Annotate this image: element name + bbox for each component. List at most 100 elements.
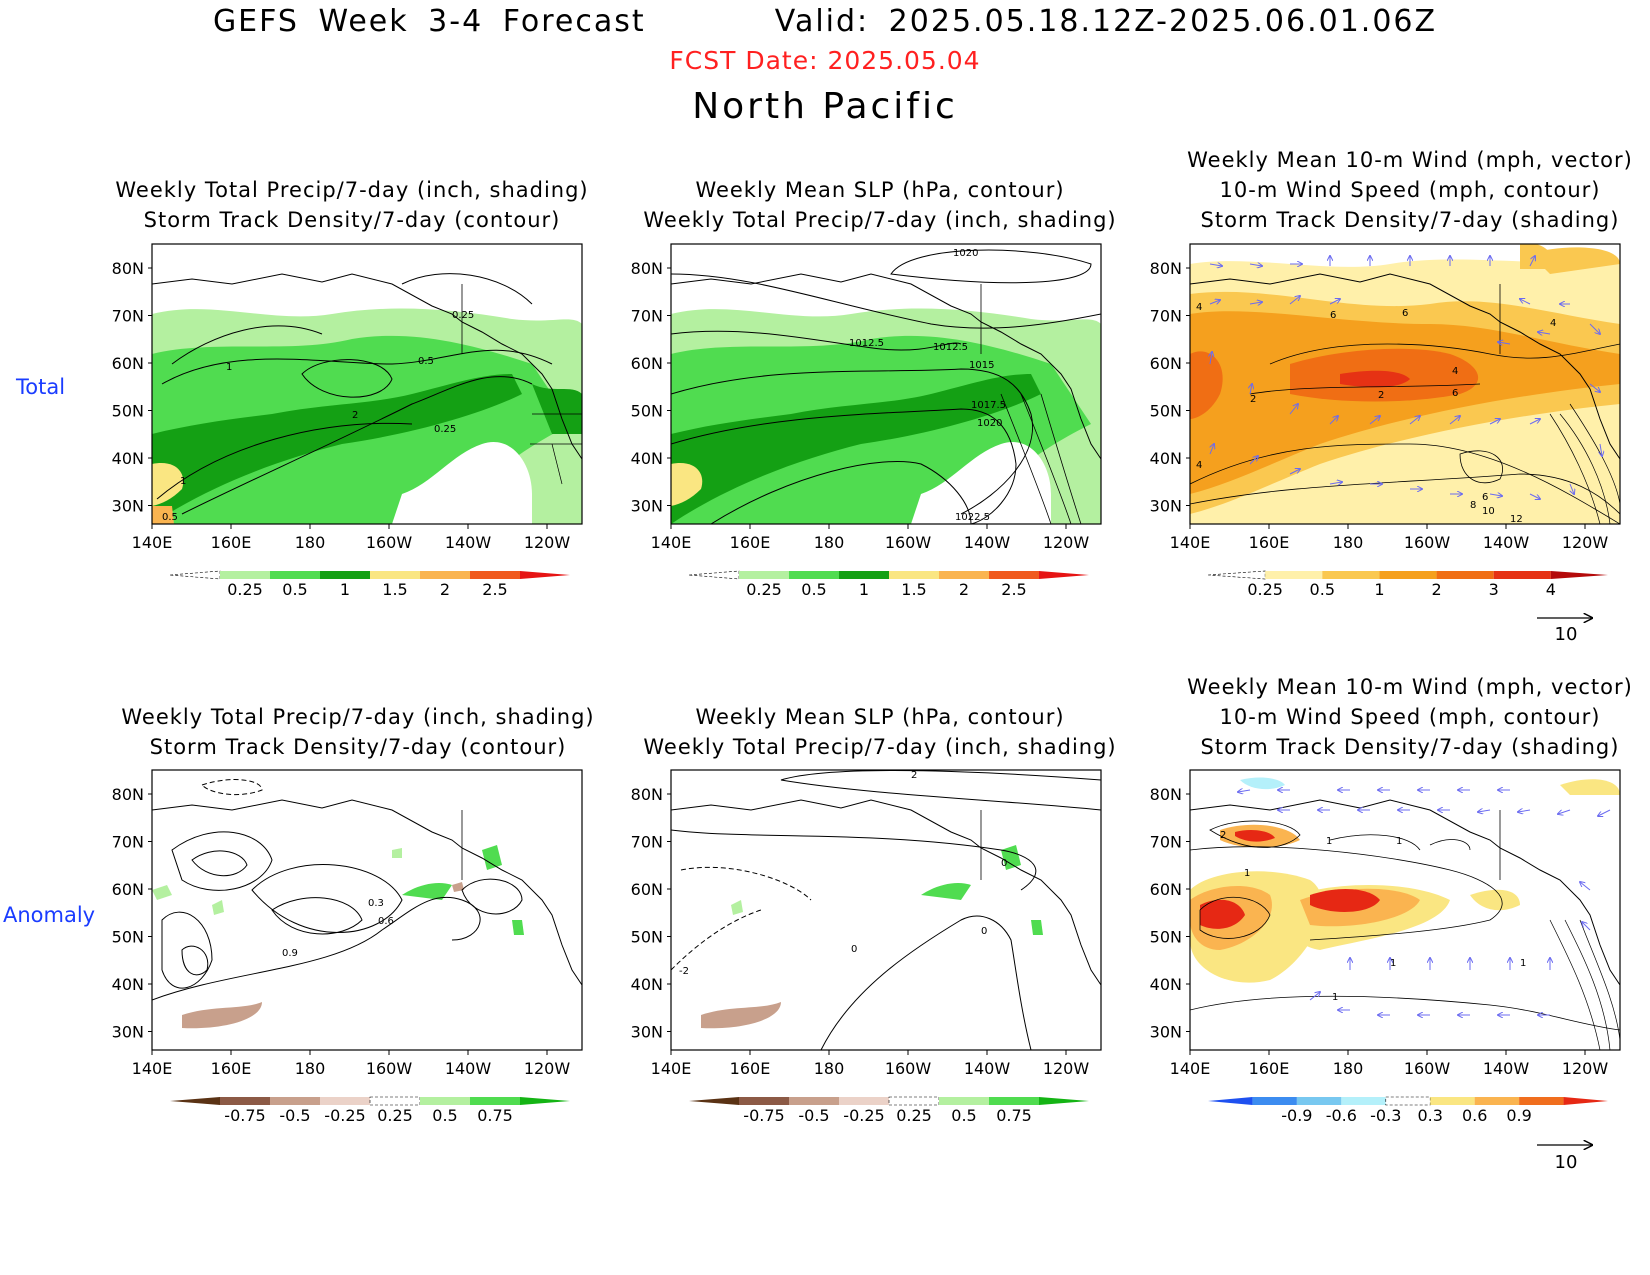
- lat-tick-label: 80N: [631, 785, 663, 804]
- colorbar-swatch: [1493, 571, 1551, 579]
- lat-tick-label: 80N: [112, 259, 144, 278]
- lat-tick-label: 30N: [631, 497, 663, 516]
- panel-title-wind-anom: Weekly Mean 10-m Wind (mph, vector) 10-m …: [1187, 675, 1633, 759]
- colorbar-swatch: [839, 1097, 889, 1105]
- colorbar-label: 2.5: [482, 580, 507, 599]
- colorbar-swatch: [220, 1097, 270, 1105]
- lon-tick-label: 140W: [964, 533, 1011, 552]
- map-panel-slp-total: 1020 1012.5 1012.5 1015 1017.5 1020 1022…: [670, 243, 1102, 525]
- colorbar-swatch: [939, 571, 989, 579]
- colorbar-label: 2.5: [1001, 580, 1026, 599]
- colorbar-swatch: [470, 571, 520, 579]
- colorbar-swatch: [369, 1096, 421, 1106]
- colorbar-label: 0.5: [801, 580, 826, 599]
- lon-tick-label: 180: [295, 533, 326, 552]
- lon-tick-label: 160W: [1404, 1059, 1451, 1078]
- wind-vectors: [1238, 790, 1611, 1015]
- colorbar-label: 0.5: [282, 580, 307, 599]
- colorbar-swatch: [1379, 571, 1437, 579]
- svg-text:2: 2: [352, 410, 358, 421]
- svg-text:1020: 1020: [977, 418, 1002, 429]
- svg-text:1012.5: 1012.5: [849, 338, 884, 349]
- lat-tick-label: 80N: [112, 785, 144, 804]
- lon-tick-label: 180: [1333, 533, 1364, 552]
- lon-tick-label: 140W: [445, 533, 492, 552]
- lon-tick-label: 120W: [524, 1059, 571, 1078]
- colorbar-label: 0.3: [1417, 1106, 1442, 1125]
- lon-tick-label: 140W: [1483, 1059, 1530, 1078]
- colorbar-swatch: [1265, 571, 1323, 579]
- colorbar-label: 0.6: [1462, 1106, 1487, 1125]
- svg-text:4: 4: [1196, 460, 1202, 471]
- lon-tick-label: 160W: [366, 1059, 413, 1078]
- colorbar-swatch: [1207, 570, 1266, 580]
- colorbar-label: 0.5: [432, 1106, 457, 1125]
- wind-reference-anomaly: 10: [1537, 1145, 1592, 1173]
- contour-labels: 4 6 6 4 2 2 4 6 4 6 8 10 12: [1196, 302, 1556, 524]
- svg-text:6: 6: [1330, 310, 1336, 321]
- map-panel-precip-anom: 0.3 0.6 0.9: [151, 769, 583, 1051]
- chart-title: GEFS Week 3-4 Forecast Valid: 2025.05.18…: [0, 4, 1650, 39]
- lon-tick-label: 160E: [730, 1059, 771, 1078]
- lat-tick-label: 70N: [1150, 833, 1182, 852]
- lat-tick-label: 70N: [631, 307, 663, 326]
- colorbar-swatch: [220, 571, 270, 579]
- lat-tick-label: 60N: [631, 880, 663, 899]
- colorbar-swatch: [370, 571, 420, 579]
- colorbar-swatch: [1341, 1097, 1386, 1105]
- svg-text:6: 6: [1452, 388, 1458, 399]
- svg-text:0.5: 0.5: [418, 356, 434, 367]
- svg-text:1: 1: [226, 362, 232, 373]
- svg-text:2: 2: [1220, 830, 1226, 841]
- svg-text:2: 2: [1250, 394, 1256, 405]
- wind-reference-value: 10: [1555, 624, 1578, 645]
- colorbar-label: -0.5: [279, 1106, 310, 1125]
- colorbars: 0.25 0.5 1 1.5 2 2.5 0.25 0.5 1 1.5 2 2.5 0.25 0.5 1 2 3…: [169, 570, 1608, 1125]
- colorbar-swatch: [470, 1097, 520, 1105]
- lon-tick-label: 160E: [211, 1059, 252, 1078]
- wind-reference-total: 10: [1537, 618, 1592, 645]
- lat-tick-label: 50N: [1150, 402, 1182, 421]
- svg-text:-2: -2: [679, 966, 689, 977]
- svg-text:4: 4: [1452, 366, 1458, 377]
- svg-text:1: 1: [1332, 992, 1338, 1003]
- contour-labels: 2 1 1 1 1 1 1: [1220, 830, 1526, 1003]
- lon-tick-label: 140W: [964, 1059, 1011, 1078]
- svg-text:4: 4: [1196, 302, 1202, 313]
- colorbar-swatch: [1296, 1097, 1342, 1105]
- svg-text:0: 0: [851, 944, 857, 955]
- colorbar-label: -0.25: [843, 1106, 884, 1125]
- lon-tick-label: 120W: [1562, 533, 1609, 552]
- lat-tick-label: 70N: [112, 307, 144, 326]
- svg-text:10: 10: [1482, 506, 1495, 517]
- colorbar-swatch: [939, 1097, 989, 1105]
- lon-tick-label: 160W: [366, 533, 413, 552]
- svg-text:0: 0: [1001, 858, 1007, 869]
- colorbar-label: 0.5: [1310, 580, 1335, 599]
- colorbar-swatch: [789, 1097, 839, 1105]
- colorbar-label: 0.9: [1506, 1106, 1531, 1125]
- wind-vectors: [1210, 256, 1602, 499]
- svg-text:6: 6: [1482, 492, 1488, 503]
- lat-tick-label: 80N: [631, 259, 663, 278]
- panel-title-precip-total: Weekly Total Precip/7-day (inch, shading…: [115, 178, 589, 232]
- colorbar-swatch: [688, 570, 740, 580]
- map-panel-slp-anom: 2 0 0 0 -2: [670, 769, 1102, 1051]
- colorbar-label: -0.3: [1370, 1106, 1401, 1125]
- contour-labels: 0.25 0.5 1 2 0.25 1 0.5: [162, 310, 474, 523]
- lon-tick-label: 140E: [651, 1059, 692, 1078]
- svg-text:1012.5: 1012.5: [933, 342, 968, 353]
- colorbar-swatch: [989, 1097, 1039, 1105]
- lon-tick-label: 160W: [885, 1059, 932, 1078]
- lon-tick-label: 140E: [132, 533, 173, 552]
- panel-title-precip-anom: Weekly Total Precip/7-day (inch, shading…: [121, 705, 595, 759]
- colorbar-swatch: [170, 1097, 220, 1105]
- colorbar-label: -0.6: [1326, 1106, 1357, 1125]
- colorbar-swatch: [1208, 1097, 1253, 1105]
- row-label-anomaly: Anomaly: [3, 903, 96, 927]
- map-panel-precip-total: 0.25 0.5 1 2 0.25 1 0.5: [151, 243, 583, 525]
- colorbar-swatch: [1385, 1096, 1431, 1106]
- lon-tick-label: 140W: [445, 1059, 492, 1078]
- colorbar-swatch: [1039, 1097, 1089, 1105]
